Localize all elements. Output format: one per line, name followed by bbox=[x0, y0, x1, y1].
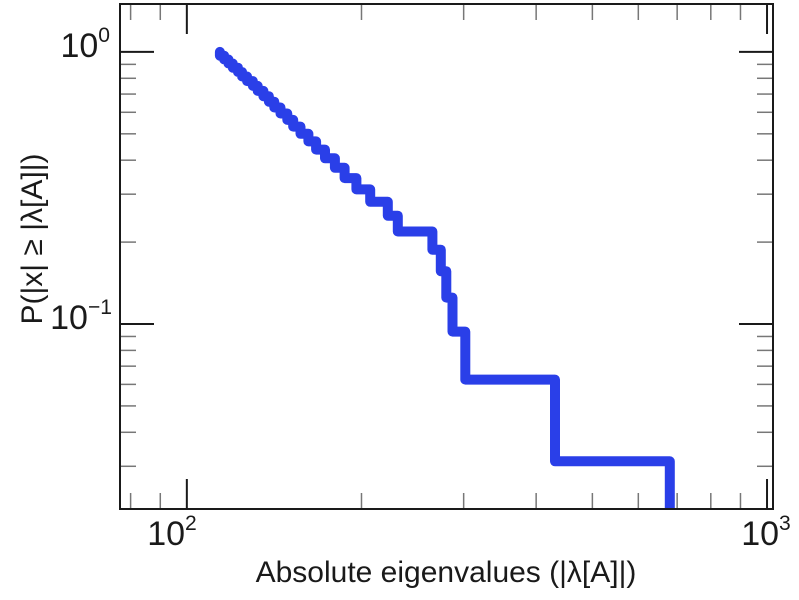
plot-frame-border bbox=[119, 3, 774, 510]
y-tick-2-base: 10 bbox=[50, 299, 88, 337]
y-tick-label-1: 100 bbox=[60, 23, 110, 67]
x-axis-label: Absolute eigenvalues (|λ[A]|) bbox=[255, 556, 637, 589]
y-tick-1-exponent: 0 bbox=[98, 23, 110, 47]
x-tick-1-exponent: 2 bbox=[185, 511, 197, 535]
y-axis-label: P(|x| ≥ |λ[A]|) bbox=[16, 153, 49, 325]
y-tick-label-2: 10−1 bbox=[50, 295, 112, 339]
x-tick-label-2: 103 bbox=[741, 511, 791, 555]
ccdf-step-curve bbox=[214, 46, 675, 509]
x-axis-ticks bbox=[129, 4, 769, 509]
x-tick-2-exponent: 3 bbox=[779, 511, 791, 535]
y-axis-ticks bbox=[120, 50, 773, 468]
x-tick-1-base: 10 bbox=[147, 515, 186, 553]
y-tick-2-exponent: −1 bbox=[87, 295, 112, 319]
x-tick-label-1: 102 bbox=[147, 511, 197, 555]
y-tick-1-base: 10 bbox=[60, 27, 99, 65]
x-tick-2-base: 10 bbox=[741, 515, 780, 553]
